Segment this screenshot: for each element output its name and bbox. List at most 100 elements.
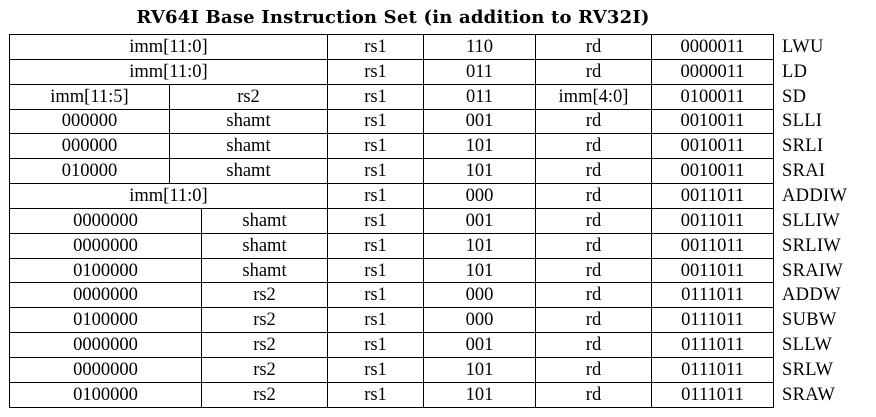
instruction-row-lwu: imm[11:0] rs1 110 rd 0000011 LWU [9, 34, 854, 60]
opcode-field: 0111011 [651, 356, 774, 383]
imm-high-field: imm[11:5] [9, 83, 170, 110]
rd-field: rd [535, 232, 652, 259]
rs1-field: rs1 [327, 133, 424, 160]
instruction-row-addiw: imm[11:0] rs1 000 rd 0011011 ADDIW [9, 183, 854, 209]
instruction-name: SRLI [782, 136, 824, 157]
instruction-name: ADDIW [782, 185, 848, 206]
rs1-field: rs1 [327, 257, 424, 284]
instruction-name: SRLW [782, 359, 834, 380]
instruction-name: SLLI [782, 111, 823, 132]
rd-field: rd [535, 332, 652, 358]
instruction-row-addw: 0000000 rs2 rs1 000 rd 0111011 ADDW [9, 282, 854, 309]
opcode-field: 0111011 [651, 381, 774, 408]
instruction-row-slli: 000000 shamt rs1 001 rd 0010011 SLLI [9, 108, 854, 135]
imm-field: imm[11:0] [9, 58, 328, 85]
instruction-row-srli: 000000 shamt rs1 101 rd 0010011 SRLI [9, 133, 854, 160]
funct3-field: 001 [423, 207, 536, 234]
rd-field: rd [535, 183, 652, 209]
instruction-name: LWU [782, 36, 824, 57]
rd-field: rd [535, 381, 652, 408]
imm-low-field: imm[4:0] [535, 83, 652, 110]
table-title: RV64I Base Instruction Set (in addition … [136, 7, 650, 28]
instruction-name: ADDW [782, 285, 841, 306]
rd-field: rd [535, 158, 652, 185]
funct3-field: 101 [423, 158, 536, 185]
instruction-name: LD [782, 61, 808, 82]
rd-field: rd [535, 34, 652, 60]
rs2-field: rs2 [201, 381, 328, 408]
rs1-field: rs1 [327, 232, 424, 259]
funct3-field: 011 [423, 58, 536, 85]
instruction-name: SRAIW [782, 260, 844, 281]
funct6-field: 000000 [9, 133, 170, 160]
rd-field: rd [535, 307, 652, 334]
instruction-name: SLLW [782, 335, 833, 356]
funct7-field: 0000000 [9, 332, 202, 358]
opcode-field: 0111011 [651, 282, 774, 309]
funct7-field: 0000000 [9, 356, 202, 383]
shamt-field: shamt [169, 108, 328, 135]
instruction-name: SRAI [782, 161, 826, 182]
instruction-row-ld: imm[11:0] rs1 011 rd 0000011 LD [9, 58, 854, 85]
funct3-field: 011 [423, 83, 536, 110]
funct3-field: 000 [423, 183, 536, 209]
opcode-field: 0010011 [651, 158, 774, 185]
funct3-field: 101 [423, 232, 536, 259]
rs1-field: rs1 [327, 183, 424, 209]
rd-field: rd [535, 356, 652, 383]
instruction-row-sd: imm[11:5] rs2 rs1 011 imm[4:0] 0100011 S… [9, 83, 854, 110]
imm-field: imm[11:0] [9, 183, 328, 209]
instruction-row-srai: 010000 shamt rs1 101 rd 0010011 SRAI [9, 158, 854, 185]
rd-field: rd [535, 133, 652, 160]
instruction-table: imm[11:0] rs1 110 rd 0000011 LWU imm[11:… [9, 34, 854, 408]
opcode-field: 0011011 [651, 207, 774, 234]
imm-field: imm[11:0] [9, 34, 328, 60]
opcode-field: 0010011 [651, 108, 774, 135]
funct7-field: 0000000 [9, 232, 202, 259]
funct7-field: 0100000 [9, 381, 202, 408]
rd-field: rd [535, 58, 652, 85]
rs2-field: rs2 [201, 332, 328, 358]
funct7-field: 0100000 [9, 307, 202, 334]
rs1-field: rs1 [327, 356, 424, 383]
opcode-field: 0111011 [651, 332, 774, 358]
instruction-name: SRAW [782, 384, 836, 405]
shamt-field: shamt [169, 133, 328, 160]
shamt-field: shamt [201, 207, 328, 234]
rs1-field: rs1 [327, 307, 424, 334]
opcode-field: 0000011 [651, 58, 774, 85]
rs1-field: rs1 [327, 34, 424, 60]
opcode-field: 0010011 [651, 133, 774, 160]
rd-field: rd [535, 108, 652, 135]
instruction-name: SUBW [782, 310, 837, 331]
shamt-field: shamt [201, 257, 328, 284]
instruction-name: SRLIW [782, 235, 842, 256]
rd-field: rd [535, 207, 652, 234]
funct3-field: 001 [423, 332, 536, 358]
funct7-field: 0100000 [9, 257, 202, 284]
funct3-field: 101 [423, 257, 536, 284]
funct3-field: 110 [423, 34, 536, 60]
funct3-field: 000 [423, 307, 536, 334]
instruction-row-subw: 0100000 rs2 rs1 000 rd 0111011 SUBW [9, 307, 854, 334]
funct3-field: 101 [423, 381, 536, 408]
opcode-field: 0011011 [651, 232, 774, 259]
opcode-field: 0000011 [651, 34, 774, 60]
rs1-field: rs1 [327, 282, 424, 309]
funct3-field: 001 [423, 108, 536, 135]
instruction-row-sllw: 0000000 rs2 rs1 001 rd 0111011 SLLW [9, 332, 854, 358]
opcode-field: 0011011 [651, 183, 774, 209]
rs1-field: rs1 [327, 381, 424, 408]
instruction-name: SD [782, 86, 807, 107]
shamt-field: shamt [169, 158, 328, 185]
rs1-field: rs1 [327, 83, 424, 110]
instruction-row-sraiw: 0100000 shamt rs1 101 rd 0011011 SRAIW [9, 257, 854, 284]
rs2-field: rs2 [201, 356, 328, 383]
rs2-field: rs2 [201, 307, 328, 334]
opcode-field: 0011011 [651, 257, 774, 284]
instruction-row-sraw: 0100000 rs2 rs1 101 rd 0111011 SRAW [9, 381, 854, 408]
rs1-field: rs1 [327, 108, 424, 135]
funct6-field: 000000 [9, 108, 170, 135]
opcode-field: 0111011 [651, 307, 774, 334]
